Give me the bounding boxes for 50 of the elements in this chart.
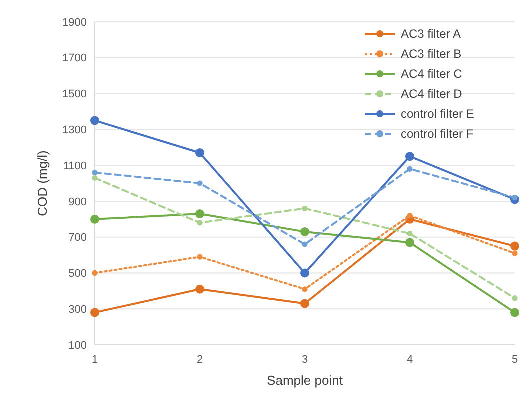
point — [300, 227, 310, 236]
point — [90, 116, 100, 126]
point — [300, 299, 310, 308]
x-tick-label: 4 — [406, 354, 414, 366]
y-axis-title: COD (mg/l) — [35, 150, 50, 216]
y-tick-label: 1900 — [62, 16, 87, 29]
point — [196, 284, 204, 294]
point — [302, 286, 308, 292]
point — [510, 308, 520, 318]
point — [196, 148, 204, 158]
point — [92, 270, 98, 276]
point — [512, 250, 518, 256]
y-tick-label: 500 — [68, 268, 87, 280]
point — [197, 254, 203, 260]
point — [302, 242, 308, 248]
point — [510, 242, 520, 251]
point — [512, 296, 518, 302]
legend-label: AC4 filter D — [401, 87, 463, 102]
point — [197, 180, 203, 186]
point — [407, 230, 413, 237]
point — [300, 268, 310, 278]
point — [92, 170, 98, 176]
x-tick-label: 3 — [302, 354, 308, 366]
legend-label: AC3 filter B — [401, 47, 462, 62]
point — [407, 213, 413, 219]
point — [302, 206, 308, 212]
point — [92, 175, 98, 181]
y-tick-label: 1500 — [62, 88, 87, 101]
point — [90, 214, 100, 224]
y-tick-label: 1700 — [62, 52, 87, 65]
legend-label: AC4 filter C — [401, 67, 463, 82]
point — [197, 220, 203, 226]
y-tick-label: 700 — [68, 232, 87, 244]
point — [196, 210, 204, 219]
y-tick-label: 1300 — [62, 124, 87, 137]
x-tick-label: 2 — [196, 354, 204, 366]
point — [407, 166, 413, 172]
x-axis-title: Sample point — [267, 373, 344, 388]
point — [90, 308, 100, 318]
y-tick-label: 1100 — [63, 160, 87, 172]
x-tick-label: 5 — [512, 354, 518, 366]
point — [406, 238, 414, 248]
x-tick-label: 1 — [92, 354, 98, 366]
y-tick-label: 900 — [68, 196, 87, 208]
legend-label: AC3 filter A — [401, 27, 462, 42]
y-tick-label: 100 — [68, 340, 87, 352]
legend-label: control filter F — [401, 127, 474, 142]
y-tick-label: 300 — [68, 304, 87, 316]
point — [406, 152, 414, 162]
legend-label: control filter E — [401, 107, 474, 122]
